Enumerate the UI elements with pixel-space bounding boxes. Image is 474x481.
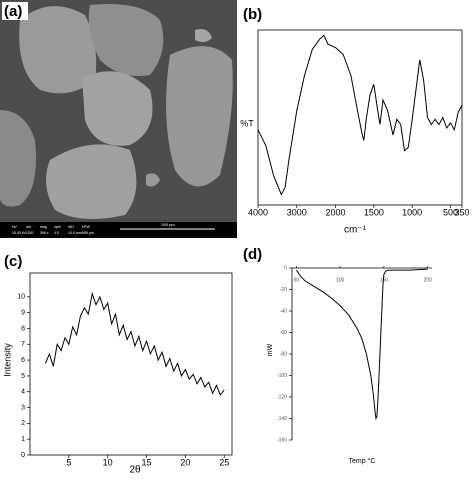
panel-label: (d) [243, 246, 262, 263]
info-name: WD [68, 225, 74, 229]
x-tick-label: 20 [180, 457, 190, 467]
info-name: mag [40, 225, 47, 229]
panel-label: (c) [4, 253, 22, 270]
x-tick-label: 1000 [402, 207, 422, 217]
x-axis-title: Temp °C [349, 457, 376, 465]
y-tick-label: 10 [17, 294, 25, 301]
x-tick-label: 500 [443, 207, 458, 217]
y-tick-label: 8 [21, 325, 25, 332]
data-line [257, 34, 463, 196]
y-tick-label: 7 [21, 341, 25, 348]
y-tick-label: -140 [277, 416, 287, 422]
x-axis-title: 2θ [129, 465, 141, 476]
x-tick-label: 15 [142, 457, 152, 467]
info-value: 10.0 mm [68, 231, 82, 235]
info-name: HFW [82, 225, 91, 229]
y-tick-label: 5 [21, 373, 25, 380]
x-tick-label: 150 [380, 277, 389, 283]
y-tick-label: -100 [277, 373, 287, 379]
x-tick-label: 10 [103, 457, 113, 467]
plot-frame [29, 272, 233, 456]
panel-label: (b) [243, 6, 262, 23]
y-tick-label: 4 [21, 389, 25, 396]
y-tick-label: -40 [280, 308, 287, 314]
y-axis-title: Intensity [2, 343, 12, 377]
x-tick-label: 4000 [248, 207, 268, 217]
panel-label: (a) [4, 3, 22, 20]
x-tick-label: 200 [423, 277, 432, 283]
x-tick-label: 1500 [364, 207, 384, 217]
y-tick-label: -120 [277, 394, 287, 400]
plot-frame [257, 29, 463, 206]
info-value: 15.00 kV [12, 231, 26, 235]
data-line [295, 268, 428, 421]
x-tick-label: 3000 [287, 207, 307, 217]
data-line [45, 291, 225, 396]
y-axis-title: mW [267, 343, 274, 356]
y-tick-label: 9 [21, 309, 25, 316]
scale-label: 300 µm [161, 222, 175, 227]
x-tick-label: 350 [454, 207, 469, 217]
x-axis-title: cm⁻¹ [344, 225, 367, 236]
y-tick-label: 0 [21, 452, 25, 459]
info-value: 4.0 [54, 231, 59, 235]
y-tick-label: 2 [21, 420, 25, 427]
info-name: HV [12, 225, 18, 229]
y-tick-label: 1 [21, 436, 25, 443]
info-value: 396 x [40, 231, 49, 235]
y-tick-label: -20 [280, 287, 287, 293]
y-tick-label: -160 [277, 437, 287, 443]
x-tick-label: 5 [66, 457, 71, 467]
x-tick-label: 25 [219, 457, 229, 467]
x-tick-label: 100 [336, 277, 345, 283]
y-tick-label: 3 [21, 404, 25, 411]
y-tick-label: 6 [21, 357, 25, 364]
info-value: CBS [26, 231, 34, 235]
info-name: det [26, 225, 31, 229]
info-value: 696 µm [82, 231, 94, 235]
y-axis-title: %T [240, 118, 254, 128]
sem-image [0, 0, 237, 238]
y-tick-label: -80 [280, 351, 287, 357]
x-tick-label: 50 [294, 277, 300, 283]
x-tick-label: 2000 [326, 207, 346, 217]
y-tick-label: 0 [284, 265, 287, 271]
info-name: spot [54, 225, 61, 229]
y-tick-label: -60 [280, 330, 287, 336]
